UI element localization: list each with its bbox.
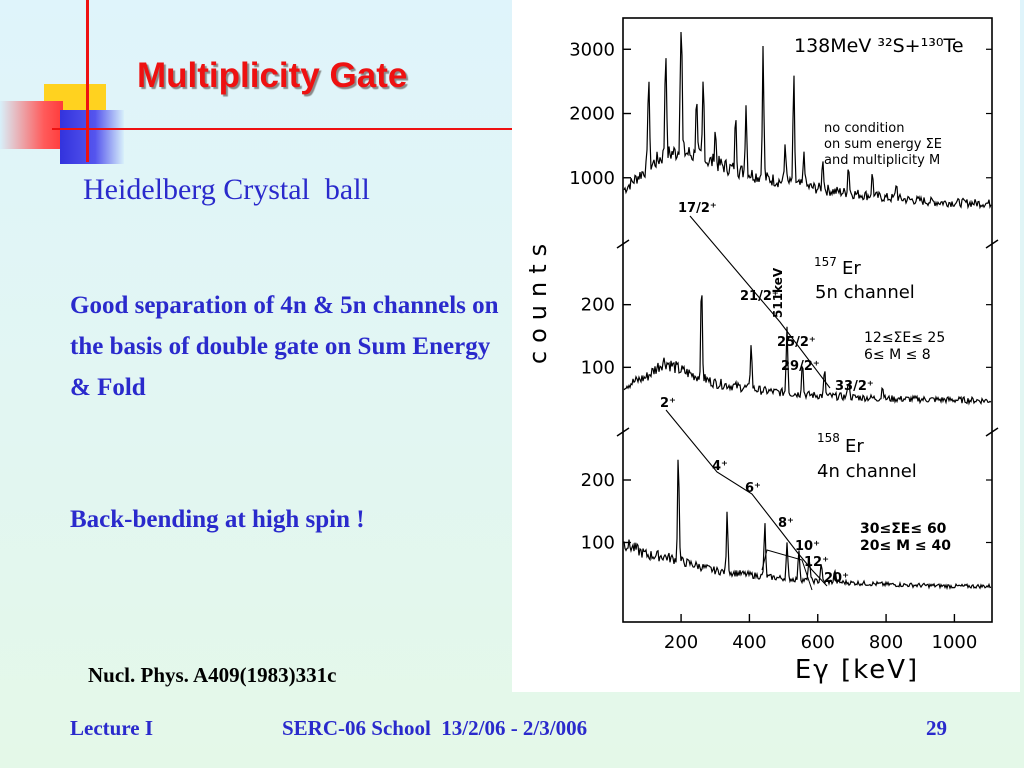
y-tick-label: 100	[581, 533, 615, 554]
y-tick-label: 200	[581, 470, 615, 491]
panel-ungated-label: no condition	[824, 121, 904, 136]
slide-title: Multiplicity Gate	[137, 56, 408, 95]
er157-band-line	[689, 215, 831, 389]
footer-page-number: 29	[926, 716, 947, 740]
x-tick-label: 1000	[932, 632, 978, 653]
er157-channel: 5n channel	[815, 282, 915, 303]
axis-break-left	[616, 239, 630, 249]
er157-level-label: 17/2⁺	[678, 201, 717, 216]
er158-level-label: 20⁺	[824, 571, 849, 586]
footer-lecture: Lecture I	[70, 716, 154, 740]
er157-element: Er	[842, 258, 861, 279]
annotation-511kev: 511keV	[771, 267, 785, 318]
er158-level-label: 6⁺	[745, 481, 761, 496]
er158-backbend-line	[761, 549, 813, 591]
er157-level-label: 29/2⁺	[781, 359, 820, 374]
er158-level-label: 12⁺	[804, 555, 829, 570]
er158-level-label: 2⁺	[660, 396, 676, 411]
panel-ungated-label: and multiplicity M	[824, 153, 940, 168]
chart-title: 138MeV ³²S+¹³⁰Te	[794, 35, 964, 57]
decor-blue-square	[60, 110, 124, 164]
er157-level-label: 33/2⁺	[835, 379, 874, 394]
x-axis-label: Eγ [keV]	[795, 655, 919, 685]
plot-frame	[622, 17, 993, 623]
er158-channel: 4n channel	[817, 461, 917, 482]
slide-subtitle: Heidelberg Crystal ball	[83, 173, 370, 206]
x-tick-label: 400	[732, 632, 766, 653]
er158-level-label: 10⁺	[795, 539, 820, 554]
decor-horizontal-line	[52, 128, 512, 130]
reference-citation: Nucl. Phys. A409(1983)331c	[88, 663, 337, 687]
gamma-spectrum-chart: 1000 2000 3000 100 200 100 200 200 400 600 800 1000…	[524, 17, 999, 685]
bullet-separation: Good separation of 4n & 5n channels on t…	[70, 292, 499, 401]
y-tick-label: 3000	[569, 39, 615, 60]
x-tick-label: 200	[664, 632, 698, 653]
y-tick-label: 1000	[569, 168, 615, 189]
spectrum-trace-157Er	[623, 295, 992, 406]
y-tick-label: 200	[581, 295, 615, 316]
er158-gate: 20≤ M ≤ 40	[860, 538, 951, 554]
x-tick-label: 600	[801, 632, 835, 653]
er157-level-label: 25/2⁺	[777, 335, 816, 350]
er158-level-label: 4⁺	[712, 459, 728, 474]
er158-band-line	[665, 409, 828, 587]
bullet-backbending: Back-bending at high spin !	[70, 506, 365, 533]
axis-break-left	[616, 427, 630, 437]
footer-school: SERC-06 School 13/2/06 - 2/3/006	[282, 716, 588, 740]
decor-vertical-line	[86, 0, 89, 162]
decor-red-square	[0, 101, 63, 149]
y-tick-label: 100	[581, 357, 615, 378]
er157-gate: 12≤ΣE≤ 25	[864, 330, 945, 346]
er157-gate: 6≤ M ≤ 8	[864, 347, 931, 363]
er158-element: Er	[845, 436, 864, 457]
y-tick-label: 2000	[569, 104, 615, 125]
x-tick-label: 800	[869, 632, 903, 653]
y-axis-label: counts	[524, 236, 552, 364]
er157-level-label: 21/2⁺	[740, 289, 779, 304]
spectrum-trace-ungated	[623, 31, 992, 210]
axis-break-right	[985, 427, 999, 437]
spectrum-figure: 1000 2000 3000 100 200 100 200 200 400 600 800 1000…	[512, 0, 1020, 692]
er158-mass-number: 158	[817, 431, 840, 445]
axis-break-right	[985, 239, 999, 249]
er157-mass-number: 157	[814, 255, 837, 269]
panel-ungated-label: on sum energy ΣE	[824, 137, 942, 152]
er158-level-label: 8⁺	[778, 516, 794, 531]
er158-gate: 30≤ΣE≤ 60	[860, 521, 947, 537]
